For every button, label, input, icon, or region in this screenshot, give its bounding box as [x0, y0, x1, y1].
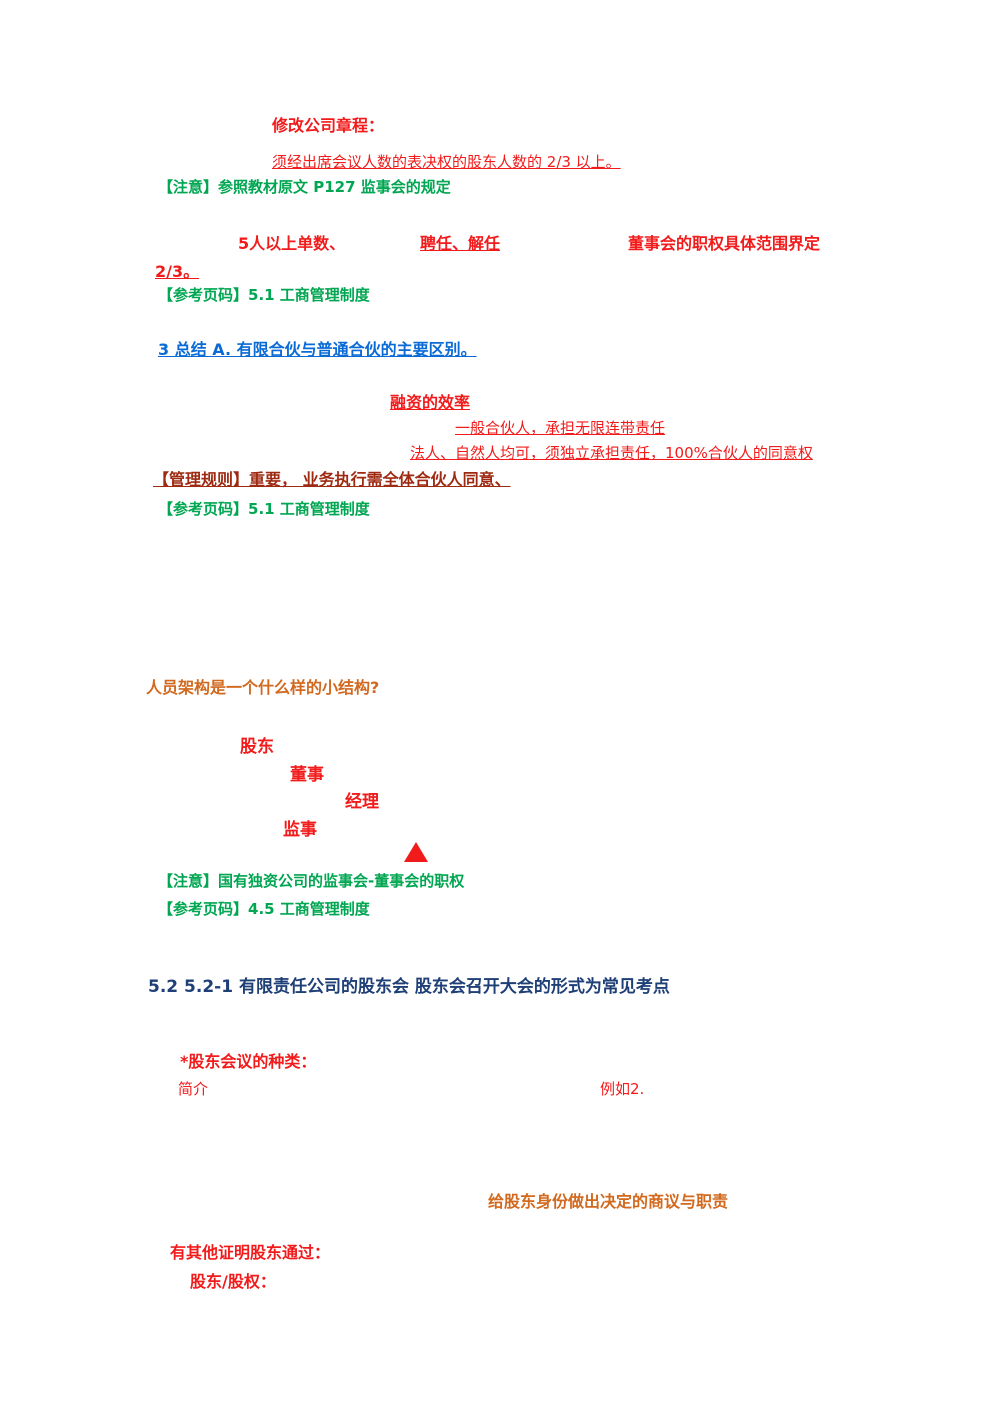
note-state-owned: 【注意】国有独资公司的监事会-董事会的职权	[158, 872, 465, 890]
amend-charter-rule: 须经出席会议人数的表决权的股东人数的 2/3 以上。	[272, 153, 621, 171]
shareholder-equity-label: 股东/股权：	[190, 1272, 276, 1291]
amend-charter-title: 修改公司章程：	[272, 116, 385, 135]
note-charter: 【注意】参照教材原文 P127 监事会的规定	[158, 178, 451, 196]
role-manager: 经理	[345, 792, 379, 812]
ref-page-summary: 【参考页码】5.1 工商管理制度	[158, 500, 370, 518]
role-director: 董事	[290, 765, 324, 785]
summary-heading: 3 总结 A. 有限合伙与普通合伙的主要区别。	[158, 340, 477, 359]
meeting-example-label: 例如2.	[600, 1080, 645, 1098]
shareholders-heading: 5.2 5.2-1 有限责任公司的股东会 股东会召开大会的形式为常见考点	[148, 977, 670, 997]
meeting-intro-label: 简介	[178, 1080, 209, 1098]
entity-liability-line: 法人、自然人均可，须独立承担责任，100%合伙人的同意权	[410, 444, 813, 462]
orange-duty-note: 给股东身份做出决定的商议与职责	[488, 1192, 729, 1211]
role-supervisor: 监事	[283, 820, 317, 840]
general-partner-line: 一般合伙人，承担无限连带责任	[455, 419, 666, 437]
board-size-text: 5人以上单数、	[238, 234, 346, 253]
board-scope-text: 董事会的职权具体范围界定	[628, 234, 821, 253]
financing-efficiency-text: 融资的效率	[390, 393, 471, 412]
red-triangle-icon	[404, 842, 428, 862]
two-thirds-text: 2/3。	[155, 262, 200, 281]
role-shareholder: 股东	[240, 737, 274, 757]
structure-question: 人员架构是一个什么样的小结构?	[146, 678, 380, 697]
meeting-types-label: *股东会议的种类：	[180, 1052, 317, 1071]
ref-page-structure: 【参考页码】4.5 工商管理制度	[158, 900, 370, 918]
ref-page-charter: 【参考页码】5.1 工商管理制度	[158, 286, 370, 304]
appoint-dismiss-text: 聘任、解任	[420, 234, 501, 253]
shareholder-proof-label: 有其他证明股东通过：	[170, 1243, 331, 1262]
management-rule-line: 【管理规则】重要， 业务执行需全体合伙人同意、	[153, 470, 511, 489]
